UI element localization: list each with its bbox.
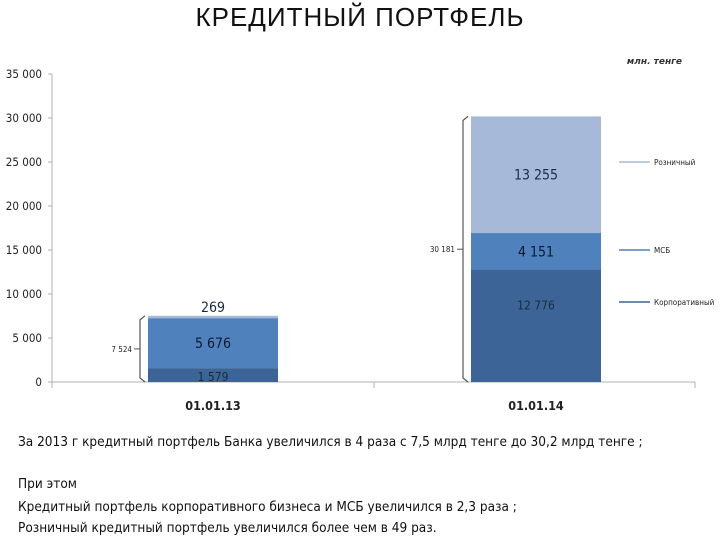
total-label: 30 181 (430, 245, 455, 254)
total-bracket (139, 315, 146, 383)
bar-segment (471, 233, 601, 270)
legend-label: Корпоративный (654, 298, 715, 307)
chart-legend: Розничный МСБ Корпоративный (619, 158, 715, 307)
bar-segment (148, 318, 278, 369)
chart-labels: 1 579 5 676 269 12 776 4 151 13 255 7 524 30 18… (111, 115, 558, 384)
note-heading: При этом (18, 476, 77, 492)
note-line-corporate: Кредитный портфель корпоративного бизнес… (18, 499, 517, 515)
unit-label: млн. тенге (627, 57, 682, 67)
page-title: КРЕДИТНЫЙ ПОРТФЕЛЬ (195, 2, 525, 32)
y-tick-label: 25 000 (6, 155, 42, 169)
data-label: 5 676 (195, 336, 231, 352)
data-label: 269 (201, 300, 225, 316)
stacked-bar-chart: млн. тенге 0 5 000 10 000 15 000 20 000 25 000… (6, 57, 715, 413)
bar-segment (148, 315, 278, 319)
total-label: 7 524 (111, 345, 132, 354)
bar-segment (471, 116, 601, 234)
chart-bars (148, 116, 601, 382)
data-label: 13 255 (514, 168, 558, 184)
y-tick-label: 0 (35, 375, 42, 389)
y-tick-label: 15 000 (6, 243, 42, 257)
y-tick-label: 10 000 (6, 287, 42, 301)
y-tick-label: 20 000 (6, 199, 42, 213)
bar-segment (471, 269, 601, 382)
y-tick-label: 30 000 (6, 111, 42, 125)
x-tick-label: 01.01.13 (185, 398, 241, 413)
note-line-retail: Розничный кредитный портфель увеличился … (18, 520, 437, 536)
data-label: 12 776 (517, 299, 555, 313)
data-label: 1 579 (198, 370, 229, 384)
x-tick-label: 01.01.14 (508, 398, 564, 413)
legend-label: Розничный (654, 158, 696, 167)
y-tick-label: 5 000 (12, 331, 42, 345)
legend-label: МСБ (654, 246, 670, 255)
bar-segment (148, 368, 278, 382)
total-bracket (462, 115, 469, 383)
data-label: 4 151 (518, 244, 554, 260)
y-tick-label: 35 000 (6, 67, 42, 81)
summary-text: За 2013 г кредитный портфель Банка увели… (18, 434, 643, 450)
